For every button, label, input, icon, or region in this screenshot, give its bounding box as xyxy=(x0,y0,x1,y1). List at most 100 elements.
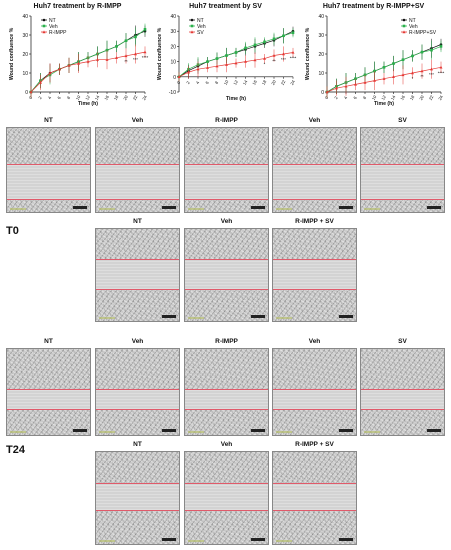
data-point xyxy=(382,66,386,69)
data-point xyxy=(105,58,109,61)
wound-edge-line xyxy=(361,389,444,390)
data-point xyxy=(439,65,443,69)
scale-bar xyxy=(162,538,176,541)
wound-edge-line xyxy=(361,409,444,410)
x-tick-label: 12 xyxy=(84,94,91,101)
scale-bar xyxy=(339,315,353,318)
x-tick-label: 18 xyxy=(261,79,268,86)
scale-bar xyxy=(251,315,265,318)
data-point xyxy=(96,58,99,61)
data-point xyxy=(234,61,238,65)
wound-gap xyxy=(273,389,356,409)
wound-gap xyxy=(7,389,90,409)
legend-label: SV xyxy=(197,30,204,36)
data-point xyxy=(430,67,433,71)
x-tick-label: 0 xyxy=(28,95,34,100)
timestamp-overlay xyxy=(99,317,115,319)
wound-gap xyxy=(185,389,268,409)
data-point xyxy=(363,73,367,77)
x-tick-label: 12 xyxy=(380,94,387,101)
wound-edge-line xyxy=(7,164,90,165)
micrograph-panel: R-IMPP + SV xyxy=(272,218,357,322)
legend-label: NT xyxy=(49,18,56,24)
data-point xyxy=(177,75,181,78)
micrograph-panel: Veh xyxy=(272,117,357,213)
data-point xyxy=(253,43,257,47)
wound-gap xyxy=(185,483,268,510)
x-tick-label: 4 xyxy=(343,95,349,100)
x-tick-label: 18 xyxy=(113,94,120,101)
y-tick-label: 40 xyxy=(22,14,28,20)
data-point xyxy=(282,34,285,38)
micrograph-panel: NT xyxy=(6,117,91,213)
data-point xyxy=(392,75,395,78)
wound-gap xyxy=(185,164,268,199)
x-tick-label: 6 xyxy=(352,95,358,100)
wound-gap xyxy=(96,389,179,409)
timestamp-overlay xyxy=(276,208,292,210)
wound-edge-line xyxy=(273,164,356,165)
micrograph-panel: NT xyxy=(95,218,180,322)
timestamp-overlay xyxy=(276,317,292,319)
legend-label: R-IMPP+SV xyxy=(409,30,437,36)
scale-bar xyxy=(162,206,176,209)
scale-bar xyxy=(162,315,176,318)
data-point xyxy=(272,53,276,57)
data-point xyxy=(215,57,219,60)
data-point xyxy=(373,79,376,82)
legend-marker xyxy=(42,30,46,34)
legend-label: Veh xyxy=(49,24,58,30)
data-point xyxy=(282,52,285,56)
wound-edge-line xyxy=(185,259,268,260)
y-axis-label: Wound confluence % xyxy=(9,27,15,80)
y-tick-label: -10 xyxy=(169,90,176,96)
y-tick-label: 10 xyxy=(22,71,28,77)
data-point xyxy=(196,67,200,71)
wound-micrograph xyxy=(272,451,357,545)
x-tick-label: 10 xyxy=(75,94,82,101)
micrograph-panel: R-IMPP xyxy=(184,117,269,213)
panel-label: NT xyxy=(133,218,142,225)
timestamp-overlay xyxy=(99,431,115,433)
wound-micrograph xyxy=(95,451,180,545)
wound-edge-line xyxy=(96,510,179,511)
wound-micrograph xyxy=(184,228,269,322)
wound-edge-line xyxy=(7,389,90,390)
data-point xyxy=(291,31,295,35)
data-point xyxy=(263,56,266,60)
x-axis-label: Time (h) xyxy=(78,101,98,107)
scale-bar xyxy=(251,538,265,541)
wound-gap xyxy=(273,259,356,289)
y-tick-label: 20 xyxy=(170,44,176,50)
legend-marker xyxy=(190,24,194,28)
legend-marker xyxy=(190,30,194,34)
wound-micrograph xyxy=(184,451,269,545)
legend-marker xyxy=(42,24,46,28)
data-point xyxy=(67,63,71,67)
y-tick-label: 30 xyxy=(170,29,176,35)
wound-edge-line xyxy=(185,289,268,290)
legend-marker xyxy=(42,18,46,22)
chart-sv: Huh7 treatment by SV -10 0 10 20 30 40 0 2 4 6 8 10… xyxy=(153,0,298,112)
data-point xyxy=(430,48,433,52)
data-point xyxy=(291,50,295,54)
wound-micrograph xyxy=(95,348,180,436)
panel-label: SV xyxy=(398,117,407,124)
scale-bar xyxy=(251,206,265,209)
data-point xyxy=(244,60,247,63)
wound-micrograph xyxy=(360,348,445,436)
legend-label: NT xyxy=(197,18,204,24)
wound-gap xyxy=(96,259,179,289)
panel-label: Veh xyxy=(131,338,144,345)
data-point xyxy=(354,82,357,86)
data-point xyxy=(143,50,147,54)
wound-micrograph xyxy=(6,348,91,436)
scale-bar xyxy=(73,429,87,432)
y-tick-label: 20 xyxy=(318,52,324,58)
micrograph-panel: R-IMPP xyxy=(184,338,269,436)
scale-bar xyxy=(339,206,353,209)
data-point xyxy=(234,51,238,54)
wound-edge-line xyxy=(185,389,268,390)
x-tick-label: 18 xyxy=(409,94,416,101)
y-tick-label: 30 xyxy=(318,33,324,39)
